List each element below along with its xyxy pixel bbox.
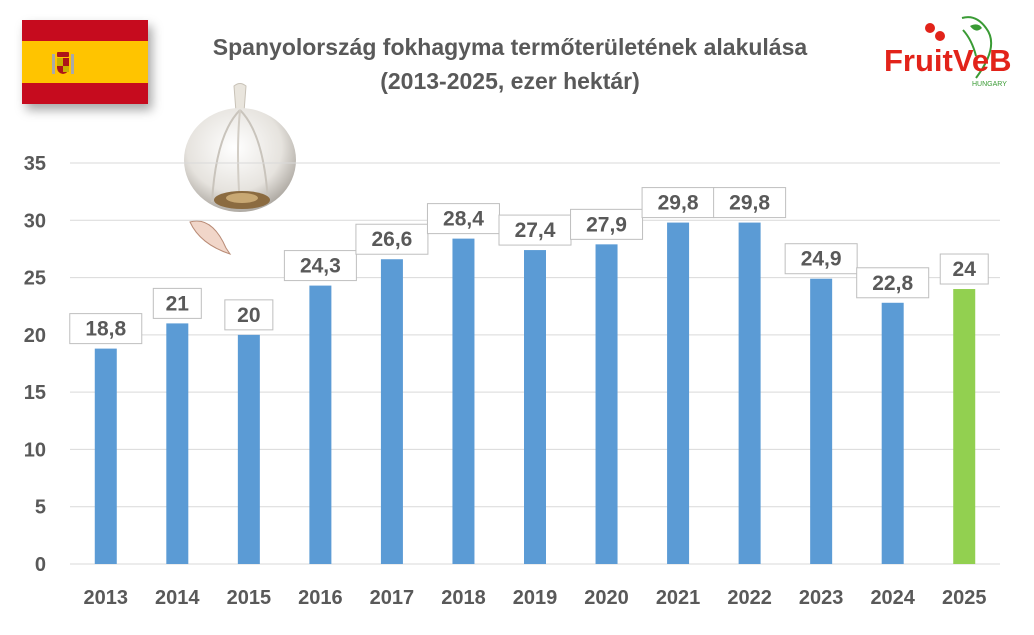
bar-2021 xyxy=(667,222,690,564)
x-axis-ticks: 2013 2014 2015 2016 2017 2018 2019 2020 2021 2022… xyxy=(84,587,987,609)
y-tick-label: 0 xyxy=(35,554,46,576)
x-tick-label: 2022 xyxy=(727,587,772,609)
x-tick-label: 2023 xyxy=(799,587,844,609)
data-label-box xyxy=(784,243,858,275)
data-labels: 18,8 21 20 24,3 26,6 28,4 27,4 27,9 29,8 29,8 24,9… xyxy=(69,187,989,345)
x-tick-label: 2024 xyxy=(870,587,915,609)
data-label-box xyxy=(69,313,143,345)
bars xyxy=(94,222,976,565)
spain-flag-icon xyxy=(22,20,148,104)
x-tick-label: 2013 xyxy=(84,587,129,609)
chart-title-line2: (2013-2025, ezer hektár) xyxy=(380,68,640,94)
x-tick-label: 2019 xyxy=(513,587,558,609)
x-tick-label: 2016 xyxy=(298,587,343,609)
data-label-2024: 22,8 xyxy=(872,272,913,295)
bar-2014 xyxy=(166,323,189,564)
x-tick-label: 2018 xyxy=(441,587,486,609)
data-label-2020: 27,9 xyxy=(586,213,627,236)
bar-2018 xyxy=(452,238,475,565)
data-label-box xyxy=(283,250,357,282)
bar-2013 xyxy=(94,348,117,564)
x-tick-label: 2014 xyxy=(155,587,200,609)
x-tick-label: 2025 xyxy=(942,587,987,609)
y-tick-label: 10 xyxy=(24,439,46,461)
x-tick-label: 2021 xyxy=(656,587,701,609)
logo-wordmark: FruitVeB xyxy=(884,43,1011,78)
data-label-2019: 27,4 xyxy=(515,219,556,242)
data-label-2014: 21 xyxy=(166,292,190,315)
chart-title-line1: Spanyolország fokhagyma termőterületének… xyxy=(212,34,808,60)
y-tick-label: 5 xyxy=(35,497,46,519)
x-tick-label: 2020 xyxy=(584,587,629,609)
data-label-2023: 24,9 xyxy=(801,248,842,271)
data-label-box xyxy=(355,223,429,255)
data-label-box xyxy=(152,287,202,319)
bar-2025 xyxy=(953,289,976,564)
data-label-box xyxy=(224,299,274,331)
y-tick-label: 20 xyxy=(24,325,46,347)
x-tick-label: 2015 xyxy=(227,587,272,609)
bar-2015 xyxy=(237,334,260,564)
bar-2022 xyxy=(738,222,761,564)
y-tick-label: 15 xyxy=(24,382,46,404)
data-label-2022: 29,8 xyxy=(729,192,770,215)
y-tick-label: 25 xyxy=(24,268,46,290)
y-axis-ticks: 0 5 10 15 20 25 30 35 xyxy=(24,153,46,576)
bar-2020 xyxy=(595,244,618,565)
y-tick-label: 30 xyxy=(24,210,46,232)
logo-subtitle: HUNGARY xyxy=(972,81,1007,88)
data-label-box xyxy=(713,187,787,219)
bar-2019 xyxy=(524,250,546,564)
fruitveb-logo: FruitVeB HUNGARY xyxy=(884,16,1011,88)
x-tick-label: 2017 xyxy=(370,587,415,609)
data-label-2018: 28,4 xyxy=(443,208,484,231)
chart-title: Spanyolország fokhagyma termőterületének… xyxy=(160,30,860,98)
y-tick-label: 35 xyxy=(24,153,46,175)
bar-2017 xyxy=(380,259,403,564)
data-label-box xyxy=(856,267,930,299)
data-label-2013: 18,8 xyxy=(85,318,126,341)
bar-2023 xyxy=(810,278,833,564)
data-label-2025: 24 xyxy=(953,258,977,281)
data-label-2017: 26,6 xyxy=(371,228,412,251)
data-label-box xyxy=(641,187,715,219)
data-label-2016: 24,3 xyxy=(300,255,341,278)
data-label-2015: 20 xyxy=(237,304,260,327)
data-label-box xyxy=(498,214,572,246)
data-label-box xyxy=(570,208,644,240)
bar-2024 xyxy=(881,302,904,564)
data-label-box xyxy=(939,253,989,285)
garlic-image xyxy=(184,83,296,255)
bar-2016 xyxy=(309,285,332,564)
data-label-2021: 29,8 xyxy=(658,192,699,215)
